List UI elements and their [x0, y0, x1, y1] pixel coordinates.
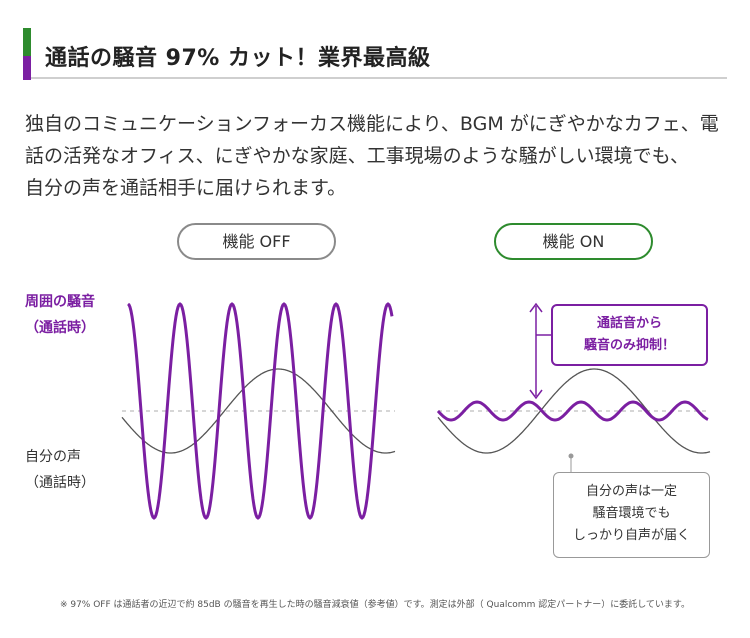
noise-callout-line-1: 通話音から — [596, 316, 662, 331]
header-accent-bar-purple — [23, 56, 31, 80]
noise-label-line-1: 周囲の騒音 — [25, 294, 95, 310]
header-accent-bar-green — [23, 28, 31, 56]
noise-label-line-2: （通話時） — [25, 320, 95, 336]
feature-off-badge: 機能 OFF — [177, 223, 336, 260]
footnote: ※ 97% OFF は通話者の近辺で約 85dB の騒音を再生した時の騒音減衰値… — [59, 600, 691, 610]
voice-label-line-1: 自分の声 — [25, 449, 81, 465]
section-header: 通話の騒音 97% カット！業界最高級 — [23, 28, 727, 80]
on-noise-wave — [436, 400, 709, 422]
noise-label: 周囲の騒音 （通話時） — [25, 289, 95, 341]
section-title: 通話の騒音 97% カット！業界最高級 — [45, 46, 431, 71]
description: 独自のコミュニケーションフォーカス機能により、BGM がにぎやかなカフェ、電 話… — [25, 108, 730, 204]
description-line-2: 話の活発なオフィス、にぎやかな家庭、工事現場のような騒がしい環境でも、 — [25, 145, 690, 167]
voice-callout: 自分の声は一定 騒音環境でも しっかり自声が届く — [553, 472, 710, 558]
suppression-arrow — [529, 302, 551, 400]
description-line-3: 自分の声を通話相手に届けられます。 — [25, 177, 347, 199]
noise-suppression-callout: 通話音から 騒音のみ抑制！ — [551, 304, 708, 366]
voice-callout-line-1: 自分の声は一定 — [585, 484, 677, 499]
noise-callout-line-2: 騒音のみ抑制！ — [583, 338, 675, 353]
feature-on-badge: 機能 ON — [494, 223, 653, 260]
voice-label: 自分の声 （通話時） — [25, 444, 95, 496]
description-line-1: 独自のコミュニケーションフォーカス機能により、BGM がにぎやかなカフェ、電 — [25, 113, 719, 135]
header-divider — [31, 77, 727, 79]
off-noise-wave — [127, 302, 394, 520]
voice-callout-line-2: 騒音環境でも — [592, 506, 671, 521]
voice-label-line-2: （通話時） — [25, 475, 95, 491]
voice-callout-pointer-dot — [568, 453, 574, 459]
voice-callout-line-3: しっかり自声が届く — [572, 528, 690, 543]
on-voice-wave — [437, 368, 711, 454]
